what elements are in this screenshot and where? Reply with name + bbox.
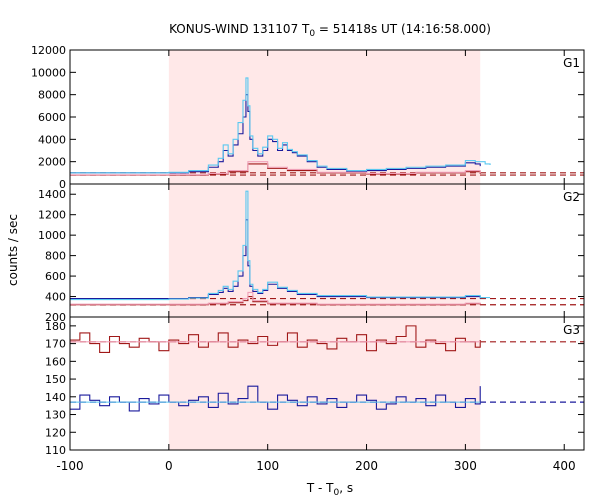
y-tick-label: 0 <box>59 178 66 191</box>
panel-label: G3 <box>563 323 580 337</box>
panel-g2: 200 400 600 800 1000 1200 1400 G2 <box>38 183 585 324</box>
title-rest: = 51418s UT (14:16:58.000) <box>315 22 491 36</box>
y-tick-label: 170 <box>45 338 66 351</box>
panel-label: G1 <box>563 56 580 70</box>
y-tick-label: 4000 <box>38 133 66 146</box>
y-tick-label: 200 <box>45 311 66 324</box>
x-tick-label: 200 <box>355 459 378 473</box>
y-tick-label: 180 <box>45 320 66 333</box>
y-tick-label: 160 <box>45 355 66 368</box>
highlight-interval <box>168 184 481 317</box>
series-line <box>70 161 481 176</box>
y-tick-label: 6000 <box>38 111 66 124</box>
y-tick-label: 8000 <box>38 89 66 102</box>
highlight-interval <box>168 317 481 450</box>
panel-g1: 0 2000 4000 6000 8000 10000 12000 G1 <box>31 44 585 191</box>
y-tick-label: 1400 <box>38 188 66 201</box>
y-tick-label: 1200 <box>38 209 66 222</box>
title-main: KONUS-WIND 131107 T <box>169 22 310 36</box>
y-tick-label: 110 <box>45 444 66 457</box>
y-tick-label: 1000 <box>38 229 66 242</box>
y-tick-label: 10000 <box>31 66 66 79</box>
x-tick-labels: -100 0 100 200 300 400 <box>56 459 575 473</box>
y-tick-label: 12000 <box>31 44 66 57</box>
series-line <box>70 190 491 301</box>
y-axis-label: counts / sec <box>6 214 20 286</box>
x-tick-label: 100 <box>256 459 279 473</box>
title-subscript: 0 <box>309 29 315 39</box>
chart-title: KONUS-WIND 131107 T0 = 51418s UT (14:16:… <box>169 22 491 39</box>
y-tick-label: 2000 <box>38 156 66 169</box>
y-tick-label: 140 <box>45 391 66 404</box>
series-line <box>70 385 481 412</box>
series-line <box>70 77 491 174</box>
y-tick-label: 800 <box>45 250 66 263</box>
x-tick-label: 400 <box>553 459 576 473</box>
xlabel-rest: , s <box>339 481 353 495</box>
y-tick-label: 400 <box>45 291 66 304</box>
series-line <box>70 291 481 305</box>
x-tick-label: 0 <box>165 459 173 473</box>
x-tick-label: 300 <box>454 459 477 473</box>
panel-g3: 110 120 130 140 150 160 170 180 G3 <box>45 316 585 457</box>
y-tick-label: 120 <box>45 426 66 439</box>
panel-frame <box>69 316 585 451</box>
y-tick-label: 130 <box>45 409 66 422</box>
panel-label: G2 <box>563 190 580 204</box>
y-tick-label: 600 <box>45 270 66 283</box>
x-tick-label: -100 <box>56 459 83 473</box>
xlabel-subscript: 0 <box>334 488 340 498</box>
xlabel-main: T - T <box>306 481 334 495</box>
y-tick-label: 150 <box>45 373 66 386</box>
highlight-interval <box>168 50 481 184</box>
x-axis-label: T - T0, s <box>306 481 353 498</box>
panels-layer: 0 2000 4000 6000 8000 10000 12000 G1 200 400 600 80… <box>31 44 585 457</box>
